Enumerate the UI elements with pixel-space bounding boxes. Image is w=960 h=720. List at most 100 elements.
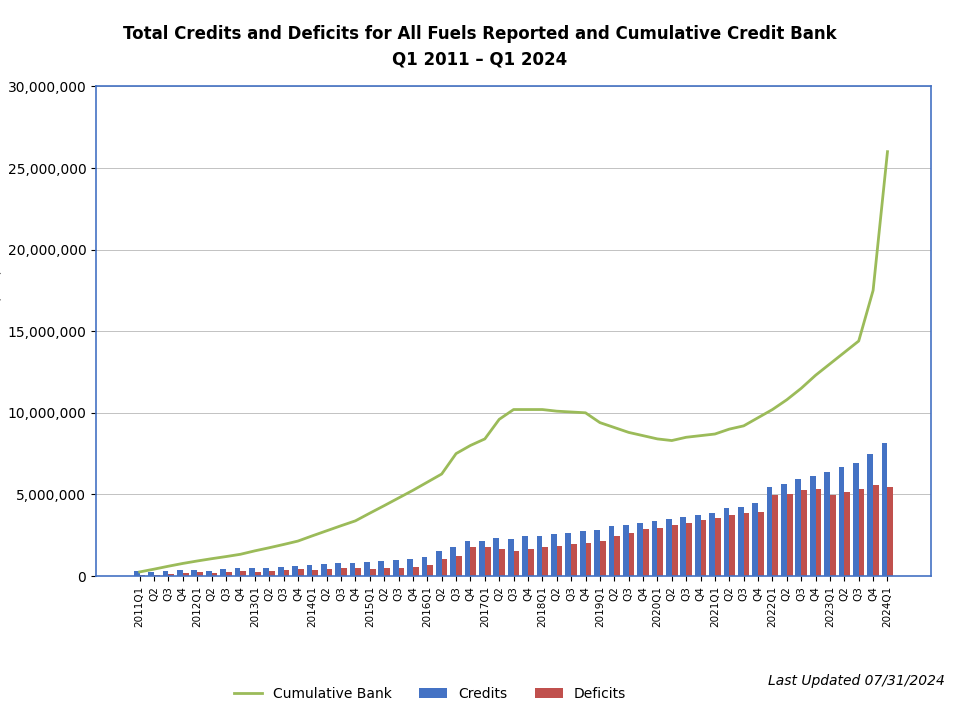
Bar: [326, 569, 332, 576]
Bar: [493, 538, 499, 576]
Bar: [398, 567, 404, 576]
Bar: [249, 568, 254, 576]
Bar: [321, 564, 326, 576]
Cumulative Bank: [709, 430, 721, 438]
Bar: [465, 541, 470, 576]
Bar: [470, 547, 476, 576]
Bar: [629, 533, 635, 576]
Bar: [341, 568, 347, 576]
Bar: [652, 521, 658, 576]
Bar: [571, 544, 577, 576]
Bar: [205, 571, 211, 576]
Bar: [730, 515, 735, 576]
Line: Cumulative Bank: Cumulative Bank: [140, 152, 887, 572]
Bar: [442, 559, 447, 576]
Bar: [873, 485, 878, 576]
Bar: [867, 454, 873, 576]
Bar: [499, 549, 505, 576]
Bar: [715, 518, 721, 576]
Bar: [349, 562, 355, 576]
Bar: [816, 489, 822, 576]
Bar: [853, 462, 859, 576]
Bar: [163, 572, 168, 576]
Bar: [168, 575, 174, 576]
Bar: [155, 575, 160, 576]
Bar: [407, 559, 413, 576]
Bar: [695, 515, 701, 576]
Bar: [140, 575, 146, 576]
Bar: [643, 529, 649, 576]
Bar: [436, 551, 442, 576]
Bar: [565, 533, 571, 576]
Bar: [796, 479, 802, 576]
Cumulative Bank: [565, 408, 577, 416]
Bar: [887, 487, 893, 576]
Bar: [802, 490, 807, 576]
Bar: [672, 525, 678, 576]
Bar: [485, 547, 491, 576]
Bar: [283, 570, 289, 576]
Text: Q1 2011 – Q1 2024: Q1 2011 – Q1 2024: [393, 50, 567, 68]
Bar: [263, 568, 269, 576]
Bar: [277, 567, 283, 576]
Cumulative Bank: [134, 567, 146, 576]
Bar: [134, 571, 140, 576]
Bar: [787, 494, 793, 576]
Bar: [298, 570, 303, 576]
Bar: [637, 523, 643, 576]
Bar: [551, 534, 557, 576]
Bar: [825, 472, 830, 576]
Cumulative Bank: [580, 408, 591, 417]
Bar: [479, 541, 485, 576]
Bar: [839, 467, 845, 576]
Bar: [508, 539, 514, 576]
Bar: [220, 570, 226, 576]
Bar: [226, 572, 231, 576]
Bar: [421, 557, 427, 576]
Bar: [724, 508, 730, 576]
Bar: [767, 487, 773, 576]
Bar: [594, 531, 600, 576]
Cumulative Bank: [796, 384, 807, 392]
Bar: [335, 563, 341, 576]
Bar: [542, 547, 548, 576]
Bar: [859, 489, 864, 576]
Bar: [810, 476, 816, 576]
Bar: [364, 562, 370, 576]
Bar: [149, 572, 155, 576]
Bar: [773, 495, 779, 576]
Bar: [378, 561, 384, 576]
Bar: [292, 566, 298, 576]
Bar: [528, 549, 534, 576]
Bar: [686, 523, 692, 576]
Bar: [830, 495, 836, 576]
Bar: [709, 513, 715, 576]
Bar: [384, 569, 390, 576]
Bar: [537, 536, 542, 576]
Bar: [586, 543, 591, 576]
Bar: [254, 572, 260, 576]
Text: Total Credits and Deficits for All Fuels Reported and Cumulative Credit Bank: Total Credits and Deficits for All Fuels…: [123, 25, 837, 43]
Bar: [557, 546, 563, 576]
Cumulative Bank: [609, 423, 620, 432]
Bar: [413, 567, 419, 576]
Bar: [666, 519, 672, 576]
Bar: [240, 571, 246, 576]
Bar: [211, 573, 217, 576]
Bar: [522, 536, 528, 576]
Bar: [355, 567, 361, 576]
Bar: [269, 571, 275, 576]
Bar: [177, 570, 182, 576]
Bar: [623, 525, 629, 576]
Bar: [758, 511, 764, 576]
Text: Last Updated 07/31/2024: Last Updated 07/31/2024: [768, 674, 945, 688]
Bar: [845, 492, 851, 576]
Bar: [614, 536, 620, 576]
Bar: [781, 484, 787, 576]
Legend: Cumulative Bank, Credits, Deficits: Cumulative Bank, Credits, Deficits: [228, 681, 632, 706]
Bar: [450, 547, 456, 576]
Bar: [701, 520, 707, 576]
Bar: [182, 573, 188, 576]
Bar: [234, 569, 240, 576]
Bar: [600, 541, 606, 576]
